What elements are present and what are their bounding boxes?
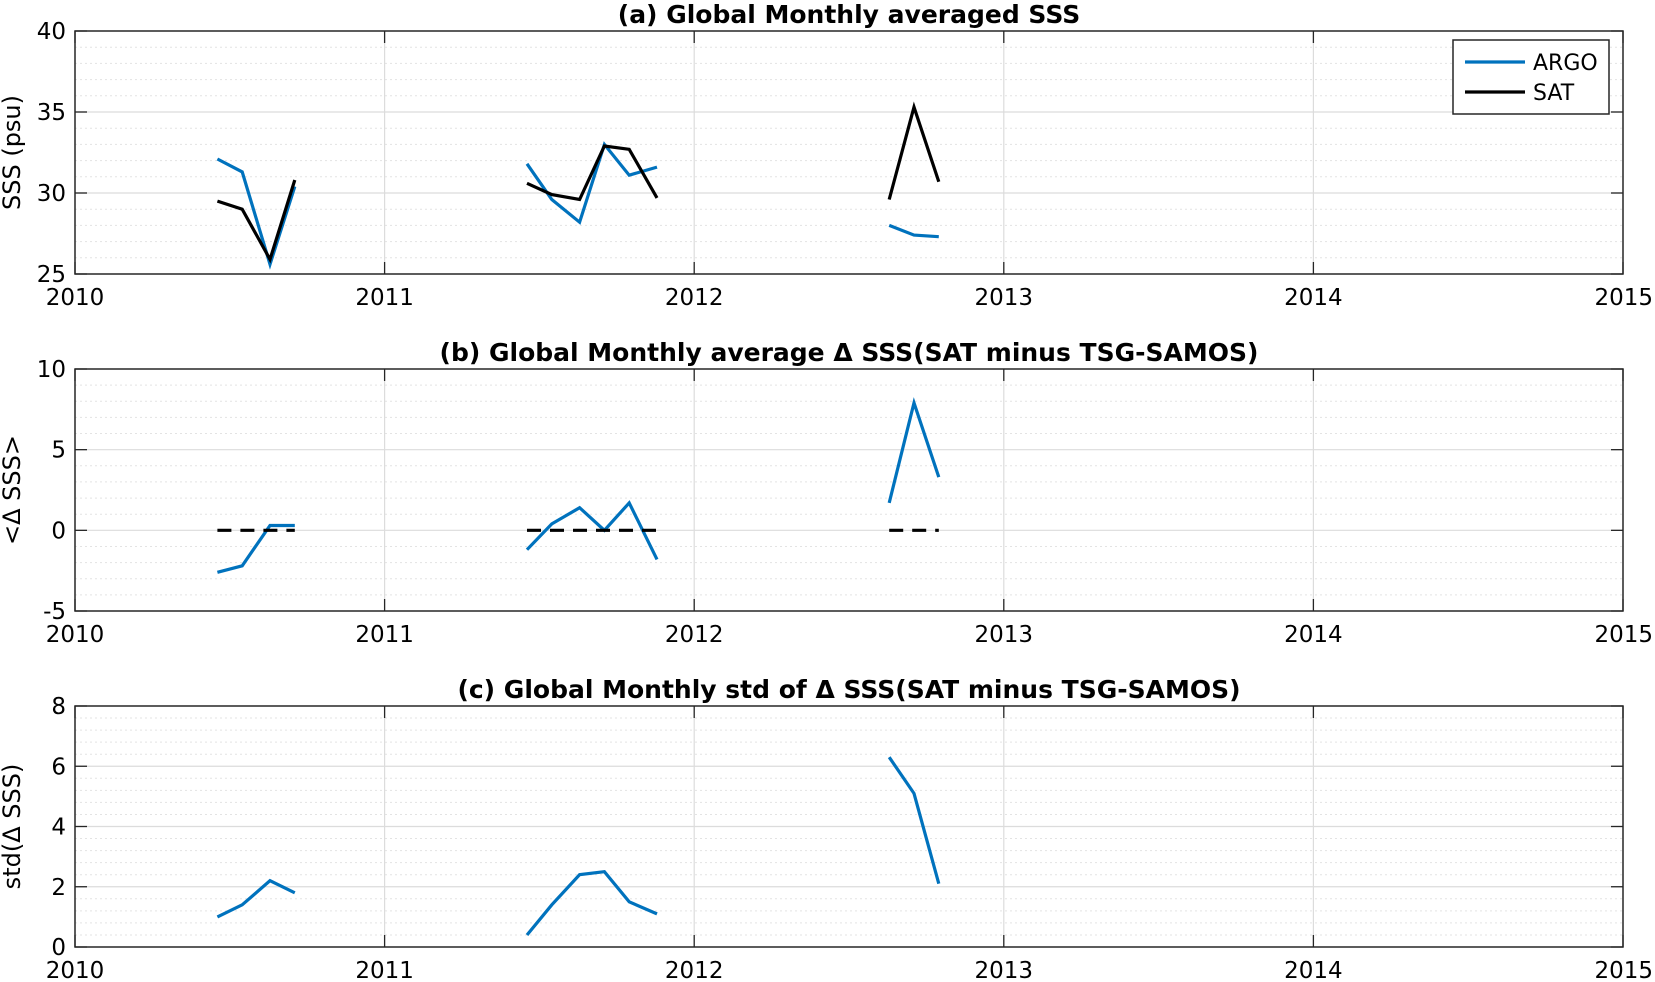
y-tick-label: 8	[51, 694, 66, 720]
series-argo	[216, 141, 939, 270]
y-tick-label: 25	[37, 262, 66, 288]
legend-label: SAT	[1533, 81, 1575, 106]
panel-title: (c) Global Monthly std of Δ SSS(SAT minu…	[457, 675, 1240, 704]
x-tick-label: 2013	[975, 958, 1034, 982]
y-tick-label: 10	[37, 357, 66, 383]
series-segment	[887, 756, 941, 885]
series-segment	[888, 223, 939, 239]
series-sat	[216, 101, 941, 264]
y-axis-label: SSS (psu)	[0, 95, 26, 210]
panel-b: 2010 2011 2012 2013 2014 2015 -5 0 5 10 (b) Global…	[0, 338, 1653, 648]
x-tick-label: 2014	[1284, 622, 1343, 648]
x-tick-label: 2012	[665, 622, 724, 648]
series-segment	[526, 144, 659, 202]
x-tick-label: 2011	[355, 285, 414, 311]
y-tick-label: 40	[37, 19, 66, 45]
y-tick-label: 2	[51, 875, 66, 901]
x-tick-label: 2013	[975, 285, 1034, 311]
series-segment	[525, 500, 659, 561]
x-tick-label: 2010	[46, 958, 105, 982]
y-tick-label: 5	[51, 438, 66, 464]
y-axis-label: <Δ SSS>	[0, 435, 26, 545]
x-tick-label: 2014	[1284, 285, 1343, 311]
y-tick-label: 30	[37, 181, 66, 207]
x-tick-label: 2014	[1284, 958, 1343, 982]
axes-frame	[74, 30, 1624, 275]
x-tick-label: 2010	[46, 285, 105, 311]
y-tick-label: 35	[37, 100, 66, 126]
series-segment	[887, 101, 941, 200]
series-segment	[887, 397, 941, 504]
y-axis-label: std(Δ SSS)	[0, 764, 26, 890]
panel-title: (a) Global Monthly averaged SSS	[618, 0, 1080, 29]
series-segment	[216, 179, 297, 264]
x-tick-label: 2011	[355, 958, 414, 982]
panel-a: 2010 2011 2012 2013 2014 2015 25 30 35 40 (a) Glob…	[0, 0, 1653, 311]
series-segment	[525, 870, 658, 937]
series-segment	[216, 878, 296, 919]
panel-title: (b) Global Monthly average Δ SSS(SAT min…	[440, 338, 1259, 367]
y-tick-label: 0	[51, 935, 66, 961]
x-tick-label: 2015	[1594, 285, 1653, 311]
series-segment	[216, 157, 297, 270]
series-segment	[525, 141, 658, 225]
axes-frame	[74, 368, 1624, 612]
y-tick-label: 6	[51, 754, 66, 780]
legend: ARGO SAT	[1452, 39, 1610, 115]
x-tick-label: 2011	[355, 622, 414, 648]
x-tick-label: 2012	[665, 958, 724, 982]
y-tick-label: 0	[51, 518, 66, 544]
x-tick-label: 2015	[1594, 622, 1653, 648]
series-line-1	[216, 756, 941, 937]
panel-c: 2010 2011 2012 2013 2014 2015 0 2 4 6 8 (c) Global …	[0, 675, 1653, 982]
y-tick-label: -5	[43, 599, 66, 625]
x-tick-label: 2012	[665, 285, 724, 311]
series-line-1	[216, 397, 941, 574]
y-tick-label: 4	[51, 815, 66, 841]
x-tick-label: 2015	[1594, 958, 1653, 982]
x-tick-label: 2013	[975, 622, 1034, 648]
legend-label: ARGO	[1533, 51, 1598, 76]
x-tick-label: 2010	[46, 622, 105, 648]
legend-box	[1452, 39, 1610, 115]
series-segment	[216, 523, 295, 574]
